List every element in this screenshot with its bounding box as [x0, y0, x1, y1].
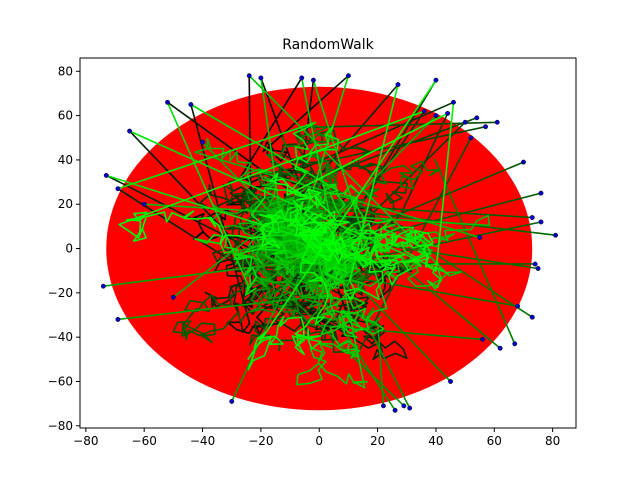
y-axis: −80 −60 −40 −20 0 20 40 60 80	[48, 64, 80, 433]
walk-endpoint	[392, 407, 398, 413]
walk-endpoint	[483, 124, 489, 130]
walk-line	[166, 101, 345, 296]
walk-line	[118, 110, 425, 250]
walk-endpoint	[401, 403, 407, 409]
x-tick-label: −60	[132, 434, 157, 448]
walk-line	[296, 77, 368, 389]
x-tick-label: 40	[428, 434, 443, 448]
walk-endpoint	[141, 201, 147, 207]
walk-endpoint	[100, 283, 106, 289]
x-tick-label: −40	[190, 434, 215, 448]
walk-endpoint	[165, 99, 170, 105]
walk-line	[247, 79, 437, 371]
walk-endpoint	[477, 235, 483, 240]
walk-endpoint	[115, 316, 121, 322]
x-tick-label: 0	[315, 434, 323, 448]
walk-line	[295, 121, 498, 249]
x-tick-label: −20	[248, 434, 273, 448]
walk-endpoint	[538, 190, 544, 196]
walk-endpoint	[345, 73, 351, 79]
walk-endpoint	[433, 77, 439, 83]
walk-endpoint	[433, 113, 439, 119]
walk-endpoint	[407, 405, 413, 411]
walk-endpoint	[535, 266, 541, 271]
y-tick-label: 60	[58, 109, 73, 123]
walk-endpoint	[480, 336, 486, 342]
walk-line	[172, 192, 542, 344]
walk-endpoint	[127, 128, 133, 134]
walk-endpoint	[462, 119, 468, 125]
walk-endpoint	[445, 110, 451, 116]
walk-endpoint	[529, 314, 535, 320]
walk-line	[289, 102, 455, 272]
walk-endpoint	[451, 99, 456, 105]
walk-endpoint	[474, 115, 480, 121]
walk-line	[106, 174, 427, 280]
walk-line	[269, 112, 448, 265]
y-tick-label: 0	[65, 242, 73, 256]
walk-endpoint	[512, 341, 518, 347]
y-tick-label: −20	[48, 286, 73, 300]
y-tick-label: 80	[58, 64, 73, 78]
walk-endpoint	[395, 82, 401, 88]
walk-endpoint	[103, 172, 109, 178]
walk-endpoint	[310, 77, 316, 83]
y-tick-label: −60	[48, 374, 73, 388]
y-tick-label: 20	[58, 197, 73, 211]
walk-endpoint	[448, 379, 453, 384]
walk-endpoint	[229, 398, 235, 404]
walk-endpoint	[421, 108, 427, 114]
walk-endpoint	[494, 119, 500, 125]
x-tick-label: 80	[545, 434, 560, 448]
y-tick-label: 40	[58, 153, 73, 167]
walk-endpoint	[468, 135, 474, 141]
walk-endpoint	[246, 73, 252, 79]
walk-endpoint	[258, 75, 264, 81]
walk-endpoint	[497, 345, 503, 351]
walk-line	[117, 188, 408, 361]
y-tick-label: −80	[48, 419, 73, 433]
x-tick-label: 20	[370, 434, 385, 448]
walk-endpoint	[188, 102, 194, 107]
walk-line	[307, 84, 410, 301]
walk-endpoint	[553, 232, 559, 238]
walk-line	[172, 199, 333, 298]
x-axis: −80 −60 −40 −20 0 20 40 60 80	[73, 428, 560, 448]
walk-line	[312, 79, 388, 339]
walk-endpoint	[200, 139, 205, 145]
walk-endpoint	[529, 215, 535, 220]
walk-endpoint	[515, 303, 521, 309]
walk-endpoint	[299, 75, 305, 81]
walk-line	[194, 137, 480, 266]
x-tick-label: −80	[73, 434, 98, 448]
axes-frame	[79, 57, 577, 429]
plot-area	[100, 73, 559, 413]
walk-endpoint	[538, 219, 544, 225]
walk-endpoint	[380, 403, 386, 409]
walk-endpoint	[521, 159, 526, 165]
walk-endpoint	[532, 261, 538, 267]
chart-title: RandomWalk	[282, 37, 374, 53]
y-tick-label: −40	[48, 330, 73, 344]
x-tick-label: 60	[487, 434, 502, 448]
walk-endpoint	[170, 294, 176, 300]
walk-endpoint	[115, 186, 121, 192]
